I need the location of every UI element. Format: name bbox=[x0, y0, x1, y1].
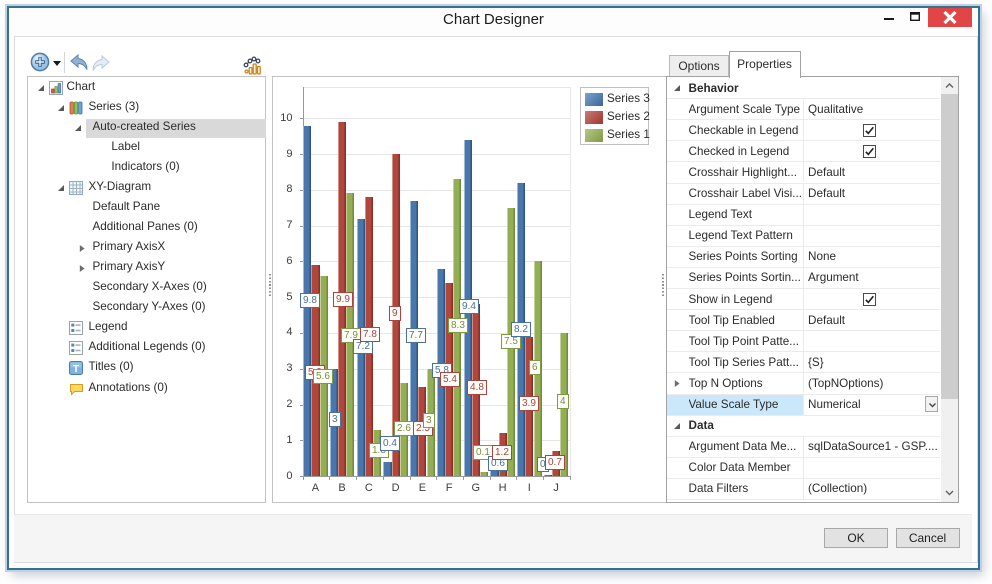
svg-text:T: T bbox=[73, 364, 79, 375]
